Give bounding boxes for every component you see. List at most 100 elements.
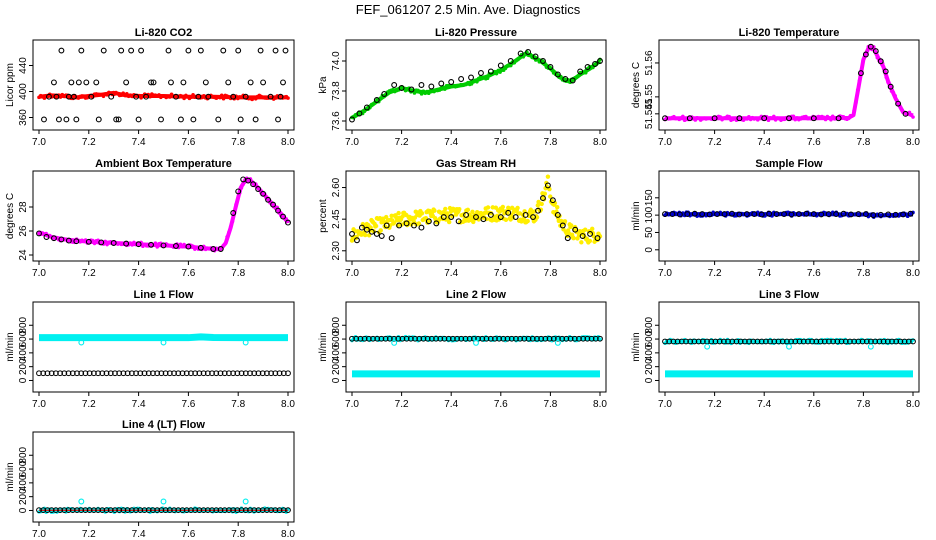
data-point xyxy=(78,370,85,377)
x-tick-label: 7.6 xyxy=(494,137,508,148)
data-point xyxy=(563,335,570,342)
data-point xyxy=(354,237,360,244)
data-point xyxy=(270,201,277,208)
data-point xyxy=(795,211,802,218)
data-point xyxy=(736,211,743,218)
data-point xyxy=(83,79,90,86)
series-dot xyxy=(886,80,890,84)
series-dot xyxy=(893,94,897,98)
data-point xyxy=(202,79,209,86)
y-tick-label: 2.45 xyxy=(331,209,342,229)
data-point xyxy=(173,93,179,100)
panel-line1: Line 1 Flow 7.0 7.2 7.4 7.6 7.8 8.0 0 2004006008… xyxy=(5,289,295,410)
data-point xyxy=(813,338,820,345)
series-dot xyxy=(521,216,527,222)
data-point xyxy=(378,335,385,342)
y-axis-label: percent xyxy=(318,199,329,233)
data-point xyxy=(462,335,469,342)
y-tick-label: 2.60 xyxy=(331,177,342,197)
data-point xyxy=(567,335,574,342)
data-point xyxy=(706,211,713,218)
data-point xyxy=(517,50,524,57)
data-point xyxy=(817,338,824,345)
data-point xyxy=(851,338,858,345)
data-point xyxy=(235,47,242,54)
data-point xyxy=(580,335,587,342)
data-point xyxy=(554,211,561,218)
data-point xyxy=(118,47,125,54)
data-point xyxy=(195,93,202,100)
x-tick-label: 8.0 xyxy=(281,399,295,410)
y-tick-label: 150 xyxy=(644,189,655,206)
data-point xyxy=(349,230,355,237)
data-point xyxy=(154,507,161,514)
y-tick-label: 600 xyxy=(644,330,655,347)
data-point xyxy=(173,243,179,249)
data-point xyxy=(357,335,364,342)
data-point xyxy=(370,335,376,342)
series-dot xyxy=(544,180,549,186)
series-dot xyxy=(579,240,584,245)
data-point xyxy=(141,370,148,377)
data-point xyxy=(699,338,706,345)
data-point xyxy=(549,197,556,204)
panel-co2: Li-820 CO2 7.0 7.2 7.4 7.6 7.8 8.0 360 400 440Lic… xyxy=(5,27,295,148)
data-point xyxy=(902,110,909,117)
series-dot xyxy=(500,204,506,210)
data-point xyxy=(810,115,817,122)
data-point xyxy=(41,116,47,123)
data-point xyxy=(285,507,291,514)
data-point xyxy=(162,370,169,377)
y-tick-label: 73.6 xyxy=(331,111,342,131)
y-tick-label: 800 xyxy=(18,446,29,463)
plot-data xyxy=(36,498,291,514)
data-point xyxy=(166,370,173,377)
data-point xyxy=(234,507,241,514)
data-point xyxy=(255,186,262,192)
data-point xyxy=(74,507,80,514)
x-tick-label: 8.0 xyxy=(281,137,295,148)
data-point xyxy=(388,235,395,242)
data-point xyxy=(188,370,194,377)
plot-data xyxy=(662,337,916,378)
panel-title: Line 3 Flow xyxy=(759,289,819,301)
data-point xyxy=(862,51,869,58)
series-dot xyxy=(562,219,568,224)
data-point xyxy=(46,93,52,100)
series-dot xyxy=(727,114,732,119)
data-point xyxy=(684,211,691,218)
series-dot xyxy=(182,96,186,101)
data-point xyxy=(128,507,135,514)
data-point xyxy=(73,116,80,123)
data-point xyxy=(884,338,891,345)
series-dot xyxy=(718,115,723,119)
panel-title: Line 4 (LT) Flow xyxy=(122,419,205,431)
data-point xyxy=(268,370,275,377)
data-point xyxy=(458,76,465,82)
series-dot xyxy=(494,71,499,76)
data-point xyxy=(158,116,164,123)
data-point xyxy=(733,338,740,345)
data-point xyxy=(220,47,227,54)
y-tick-label: 100 xyxy=(644,206,655,223)
data-point xyxy=(55,116,62,123)
series-dot xyxy=(525,218,530,224)
data-point xyxy=(838,338,845,345)
data-point xyxy=(93,79,100,86)
data-point xyxy=(751,211,758,218)
data-point xyxy=(82,370,89,377)
data-point xyxy=(116,507,123,514)
data-point xyxy=(559,335,566,342)
series-dot xyxy=(595,237,600,243)
data-point xyxy=(529,335,536,342)
data-point xyxy=(468,74,474,81)
data-point xyxy=(99,507,106,514)
data-point xyxy=(762,338,769,345)
plot-data xyxy=(349,174,603,245)
data-point xyxy=(788,338,795,345)
data-point xyxy=(867,43,874,50)
panel-title: Li-820 CO2 xyxy=(135,27,192,39)
panel-pressure: Li-820 Pressure 7.0 7.2 7.4 7.6 7.8 8.0 73.6 73.… xyxy=(318,27,607,148)
data-point xyxy=(108,93,115,100)
series-dot xyxy=(535,203,541,208)
